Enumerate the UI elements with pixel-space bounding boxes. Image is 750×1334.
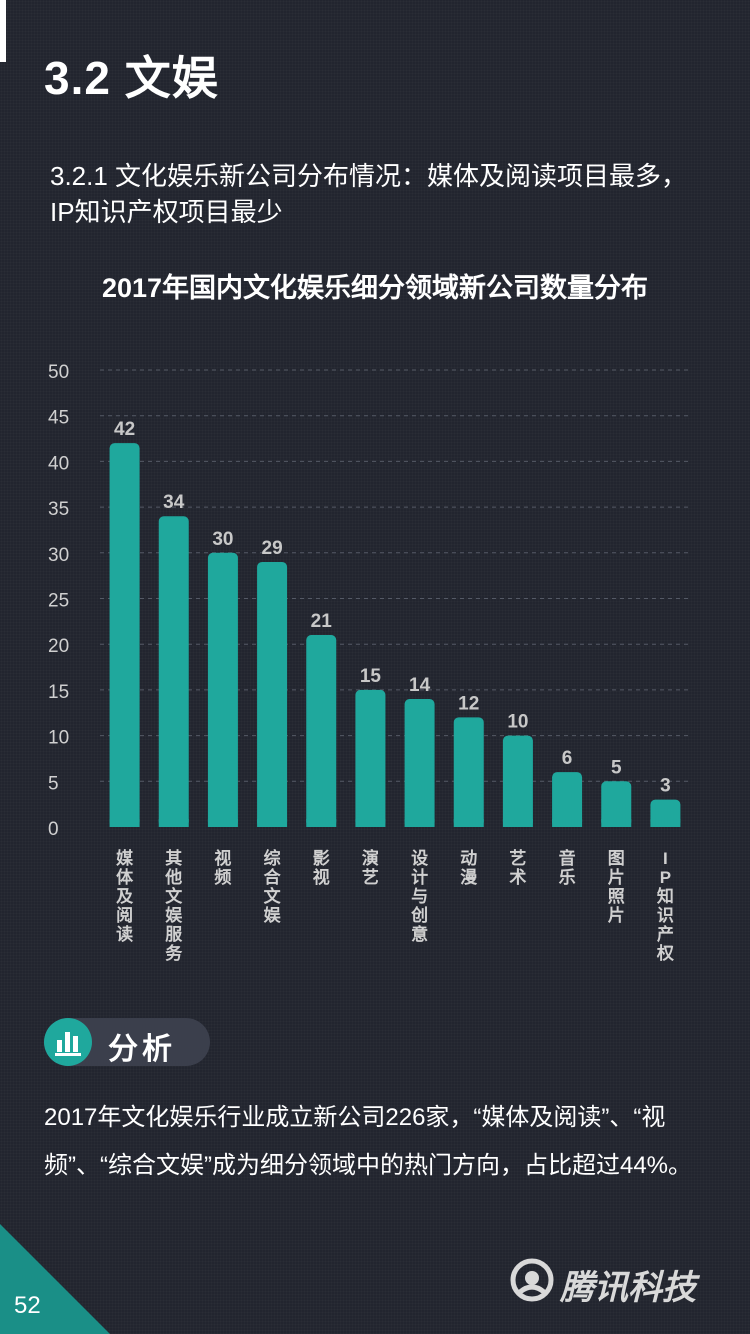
y-tick-label: 20 — [48, 636, 69, 657]
bar-chart-icon — [44, 1018, 92, 1066]
x-tick-label: 视频 — [214, 848, 231, 887]
bar — [109, 443, 140, 827]
bar — [404, 699, 435, 827]
x-tick-label: 媒体及阅读 — [116, 848, 134, 944]
bar — [552, 772, 583, 827]
analysis-text: 2017年文化娱乐行业成立新公司226家，“媒体及阅读”、“视频”、“综合文娱”… — [44, 1104, 693, 1179]
y-tick-label: 25 — [48, 591, 69, 612]
bar — [601, 781, 632, 827]
bar-base — [502, 819, 533, 827]
y-tick-label: 0 — [48, 819, 59, 840]
brand-name: 腾讯科技 — [560, 1269, 696, 1307]
page-number: 52 — [14, 1292, 41, 1319]
y-tick-label: 10 — [48, 728, 69, 749]
bar-base — [404, 819, 435, 827]
y-tick-label: 35 — [48, 499, 69, 520]
data-label: 29 — [262, 538, 283, 559]
bar — [158, 516, 189, 827]
x-tick-label: 演艺 — [362, 848, 379, 887]
chart-title: 2017年国内文化娱乐细分领域新公司数量分布 — [101, 273, 649, 303]
y-tick-label: 15 — [48, 682, 69, 703]
data-label: 21 — [311, 611, 333, 632]
y-tick-label: 50 — [48, 362, 69, 383]
data-label: 14 — [409, 675, 431, 696]
bar-base — [552, 819, 583, 827]
bar — [257, 561, 288, 827]
data-label: 12 — [458, 693, 479, 714]
x-tick-label: 艺术 — [509, 848, 526, 887]
bar-base — [355, 819, 386, 827]
bar — [453, 717, 484, 827]
bar-chart: 0510152025303540455042媒体及阅读34其他文娱服务30视频2… — [48, 362, 690, 963]
data-label: 15 — [360, 666, 382, 687]
y-tick-label: 45 — [48, 408, 69, 429]
bar-base — [257, 819, 288, 827]
data-label: 34 — [163, 492, 185, 513]
section-subtitle: 3.2.1 文化娱乐新公司分布情况：媒体及阅读项目最多，IP知识产权项目最少 — [50, 161, 688, 227]
data-label: 10 — [507, 712, 528, 733]
data-label: 6 — [562, 748, 573, 769]
x-tick-label: 动漫 — [460, 849, 478, 887]
data-label: 42 — [114, 419, 135, 440]
y-tick-label: 40 — [48, 453, 69, 474]
bar-base — [601, 819, 632, 827]
data-label: 5 — [611, 757, 622, 778]
y-tick-label: 5 — [48, 773, 59, 794]
bar — [207, 552, 238, 827]
data-label: 30 — [212, 529, 233, 550]
bar-base — [207, 819, 238, 827]
x-tick-label: 影视 — [313, 849, 330, 887]
tencent-logo-icon — [508, 1256, 556, 1304]
bar-base — [306, 819, 337, 827]
bar-base — [158, 819, 189, 827]
page-title: 3.2 文娱 — [44, 52, 219, 104]
bar-base — [453, 819, 484, 827]
bar — [502, 735, 533, 827]
x-tick-label: I P 知识产权 — [656, 849, 675, 963]
y-tick-label: 30 — [48, 545, 69, 566]
analysis-badge: 分析 — [44, 1018, 210, 1066]
bar-base — [650, 819, 681, 827]
corner-mark — [0, 0, 6, 62]
x-tick-label: 综合文娱 — [264, 848, 282, 925]
x-tick-label: 其他文娱服务 — [164, 848, 183, 963]
bar — [355, 689, 386, 827]
page-corner — [0, 1224, 110, 1334]
data-label: 3 — [660, 776, 671, 797]
analysis-label: 分析 — [108, 1033, 176, 1066]
x-tick-label: 图片照片 — [608, 849, 625, 925]
x-tick-label: 音乐 — [559, 848, 576, 887]
x-tick-label: 设计与创意 — [410, 849, 428, 944]
bar — [306, 635, 337, 827]
bar-base — [109, 819, 140, 827]
